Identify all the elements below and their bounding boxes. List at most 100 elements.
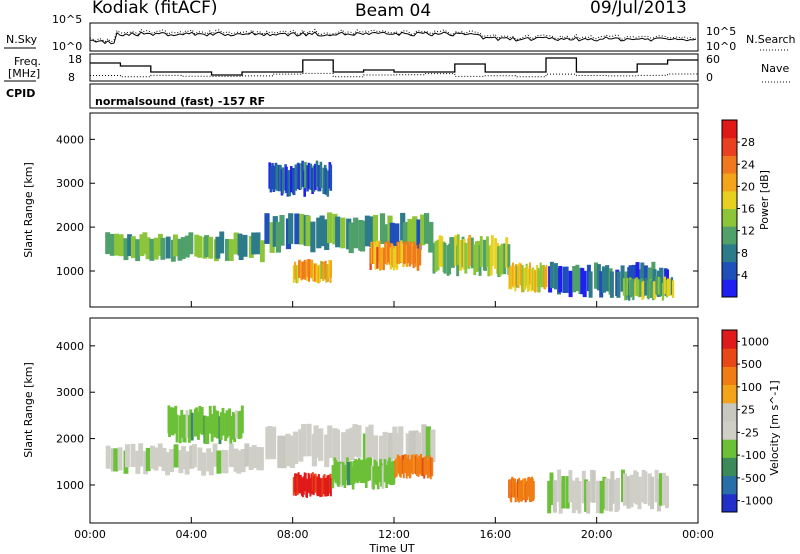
velocity-colorbar-tick-label: -500: [741, 472, 766, 485]
velocity-cell: [337, 463, 340, 487]
power-feature-5: [432, 234, 511, 278]
velocity-cell: [285, 433, 291, 467]
power-cell: [316, 217, 322, 249]
power-cell: [529, 262, 531, 285]
power-yticks: 1000 2000 3000 4000: [56, 133, 698, 278]
xtick-label: 08:00: [277, 528, 309, 541]
power-colorbar-tick-label: 4: [741, 269, 748, 282]
velocity-colorbar-swatch: [722, 366, 737, 386]
power-cell: [620, 265, 625, 292]
power-cell: [319, 161, 323, 189]
velocity-cell: [431, 457, 434, 477]
power-cell: [656, 277, 659, 296]
power-cell: [420, 214, 426, 246]
velocity-cell: [240, 405, 244, 434]
power-colorbar-swatch: [722, 137, 737, 156]
velocity-cell: [213, 409, 217, 438]
power-cell: [296, 162, 300, 189]
power-cell: [400, 212, 406, 244]
power-cell: [387, 240, 390, 263]
power-cell: [582, 270, 587, 298]
velocity-cell: [309, 477, 312, 497]
power-cell: [464, 242, 468, 274]
velocity-colorbar-swatch: [722, 457, 737, 477]
power-cell: [379, 213, 386, 244]
velocity-cell: [212, 443, 218, 467]
velocity-colorbar-tick-label: -100: [741, 449, 766, 462]
velocity-cell: [407, 454, 410, 474]
power-cell: [518, 262, 521, 285]
power-cell: [269, 166, 273, 193]
velocity-feature-7: [547, 469, 669, 514]
velocity-cell: [210, 413, 214, 442]
beam-label: Beam 04: [355, 1, 431, 21]
power-cell: [413, 241, 416, 264]
velocity-cell: [584, 479, 589, 512]
power-cell: [396, 241, 399, 264]
power-cell: [671, 280, 675, 298]
power-cell: [123, 238, 129, 261]
power-cell: [446, 245, 450, 276]
freq-tick-top: 18: [68, 53, 82, 66]
power-colorbar-tick-label: 12: [741, 225, 755, 238]
velocity-cell: [400, 455, 403, 474]
velocity-feature-2: [292, 472, 332, 498]
freq-unit-label: [MHz]: [8, 67, 40, 80]
velocity-cell: [135, 450, 141, 474]
velocity-cell: [381, 465, 385, 489]
velocity-cell: [549, 472, 554, 505]
velocity-cell: [376, 466, 380, 490]
power-cell: [412, 216, 418, 247]
power-cell: [640, 262, 645, 289]
velocity-cell: [385, 464, 388, 488]
power-cell: [312, 165, 316, 192]
power-colorbar-label: Power [dB]: [758, 170, 771, 230]
velocity-cell: [368, 424, 374, 458]
velocity-colorbar-tick-label: 1000: [741, 335, 769, 348]
velocity-cell: [223, 450, 229, 474]
power-cell: [312, 263, 315, 281]
power-cell: [233, 232, 239, 255]
power-cell: [275, 221, 281, 253]
velocity-cell: [382, 431, 388, 465]
power-colorbar-swatch: [722, 190, 737, 209]
power-colorbar-swatch: [722, 279, 737, 298]
velocity-cell: [654, 469, 659, 503]
power-colorbar-tick-label: 28: [741, 136, 755, 149]
power-feature-3: [369, 240, 422, 271]
power-cell: [507, 244, 511, 275]
velocity-cell: [354, 458, 357, 483]
velocity-cell: [221, 407, 225, 436]
velocity-cell: [216, 450, 222, 474]
power-cell: [309, 163, 313, 190]
power-cell: [417, 248, 420, 271]
velocity-cell: [236, 450, 242, 474]
cpid-value: normalsound (fast) -157 RF: [95, 95, 265, 108]
power-cell: [194, 234, 200, 257]
power-cell: [389, 222, 395, 254]
velocity-cell: [340, 463, 343, 487]
power-cell: [434, 241, 438, 272]
power-cell: [242, 234, 248, 257]
power-cell: [322, 263, 325, 281]
velocity-cell: [352, 424, 358, 457]
power-colorbar-tick-label: 16: [741, 203, 755, 216]
power-cell: [379, 248, 382, 271]
nave-trace: [90, 72, 698, 78]
nsky-trace: [89, 31, 697, 45]
power-cell: [558, 266, 563, 293]
power-cell: [639, 279, 642, 297]
power-cell: [389, 247, 392, 270]
power-ytick-label: 2000: [56, 221, 84, 234]
power-cell: [275, 164, 279, 191]
velocity-cell: [161, 447, 167, 472]
power-cell: [580, 267, 585, 295]
power-cell: [484, 240, 487, 271]
nsky-label: N.Sky: [6, 33, 38, 46]
velocity-cell: [173, 444, 179, 468]
power-cell: [340, 217, 346, 249]
velocity-cell: [604, 478, 609, 511]
velocity-cell: [267, 426, 273, 459]
velocity-cell: [201, 452, 207, 476]
